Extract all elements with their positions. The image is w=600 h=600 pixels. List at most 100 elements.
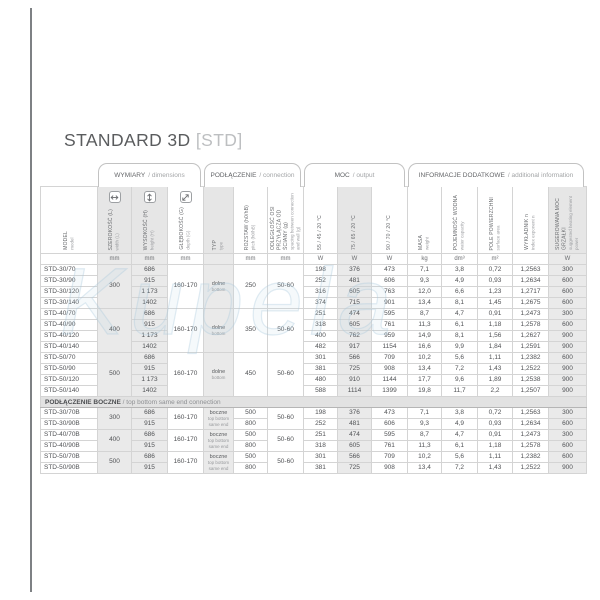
- weight-cell: 10,2: [407, 451, 442, 463]
- weight-cell: 8,7: [407, 429, 442, 441]
- group-tab-sublabel: / connection: [259, 172, 295, 179]
- column-sublabel: surface area: [495, 224, 501, 250]
- column-header-width: SZEROKOŚĆ (L) width (L): [97, 186, 132, 254]
- unit-height: mm: [131, 253, 168, 265]
- column-header-water-capacity: POJEMNOŚĆ WODNA water capacity: [441, 186, 478, 254]
- column-header-text: MODEL model: [63, 231, 75, 250]
- type-sublabel: bottom: [211, 375, 226, 381]
- column-header-text: MASA weight: [418, 235, 430, 250]
- output-75-65-20-cell: 917: [337, 341, 372, 353]
- pitch-cell: 500: [233, 407, 268, 419]
- table-row: STD-40/70B 400 686 160-170 boczne top bottom …: [40, 429, 587, 452]
- output-75-65-20-cell: 762: [337, 330, 372, 342]
- output-55-45-20-cell: 318: [303, 440, 338, 452]
- column-header-text: 75 / 65 / 20 °C: [351, 215, 358, 250]
- weight-cell: 8,7: [407, 308, 442, 320]
- exponent-cell: 1,2522: [512, 363, 549, 375]
- output-90-70-20-cell: 473: [371, 407, 408, 419]
- unit-weight: kg: [407, 253, 442, 265]
- group-tab-label: PODŁĄCZENIE: [210, 172, 257, 179]
- surface-area-cell: 1,43: [477, 363, 513, 375]
- height-cell: 686: [131, 352, 168, 364]
- height-cell: 1 173: [131, 330, 168, 342]
- column-sublabel: suggested heating element power: [568, 195, 579, 250]
- weight-cell: 19,8: [407, 385, 442, 397]
- output-55-45-20-cell: 251: [303, 429, 338, 441]
- column-sublabel: width (L): [114, 232, 120, 250]
- type-cell: dolne bottom: [203, 352, 234, 397]
- table-row: STD-40/120 1 173 400 762 959 14,9 8,1 1,56 1,262…: [40, 330, 587, 342]
- depth-cell: 160-170: [167, 407, 204, 430]
- output-90-70-20-cell: 473: [371, 264, 408, 276]
- type-label: dolne: [211, 368, 226, 375]
- height-cell: 1 173: [131, 374, 168, 386]
- depth-cell: 160-170: [167, 308, 204, 353]
- unit-type: [203, 253, 234, 265]
- type-sublabel: top bottom same end: [207, 438, 230, 449]
- width-cell: 500: [97, 451, 132, 474]
- heater-power-cell: 900: [548, 341, 587, 353]
- height-cell: 915: [131, 363, 168, 375]
- output-75-65-20-cell: 910: [337, 374, 372, 386]
- tab-spacer: [40, 163, 98, 187]
- water-capacity-cell: 3,8: [441, 407, 478, 419]
- column-label: ODLEGŁOŚĆ OSI PRZYŁĄCZA OD ŚCIANY (g): [269, 206, 289, 250]
- surface-area-cell: 1,11: [477, 451, 513, 463]
- output-75-65-20-cell: 566: [337, 352, 372, 364]
- type-cell: boczne top bottom same end: [203, 429, 234, 452]
- table-row: STD-30/90 915 252 481 606 9,3 4,9 0,93 1,2634 600: [40, 275, 587, 287]
- group-tab-2: PODŁĄCZENIE / connection: [204, 163, 301, 187]
- water-capacity-cell: 4,7: [441, 429, 478, 441]
- output-55-45-20-cell: 381: [303, 462, 338, 474]
- depth-cell: 160-170: [167, 451, 204, 474]
- exponent-cell: 1,2507: [512, 385, 549, 397]
- water-capacity-cell: 8,1: [441, 297, 478, 309]
- height-cell: 686: [131, 407, 168, 419]
- spacing-cell: 50-60: [267, 352, 304, 397]
- width-cell: 300: [97, 407, 132, 430]
- exponent-cell: 1,2717: [512, 286, 549, 298]
- column-sublabel: depth (G): [185, 230, 191, 250]
- weight-cell: 7,1: [407, 407, 442, 419]
- width-cell: 400: [97, 429, 132, 452]
- output-75-65-20-cell: 605: [337, 286, 372, 298]
- output-75-65-20-cell: 605: [337, 319, 372, 331]
- unit-model: [40, 253, 98, 265]
- water-capacity-cell: 6,6: [441, 286, 478, 298]
- column-label: 90 / 70 / 20 °C: [386, 214, 393, 250]
- height-cell: 915: [131, 275, 168, 287]
- column-header-depth: GŁĘBOKOŚĆ (G) depth (G): [167, 186, 204, 254]
- column-header-text: WYSOKOŚĆ (H) height (H): [143, 210, 155, 250]
- output-75-65-20-cell: 725: [337, 363, 372, 375]
- output-90-70-20-cell: 959: [371, 330, 408, 342]
- output-55-45-20-cell: 588: [303, 385, 338, 397]
- column-header-text: POLE POWIERZCHNI surface area: [489, 197, 501, 250]
- output-75-65-20-cell: 481: [337, 275, 372, 287]
- heater-power-cell: 600: [548, 297, 587, 309]
- height-arrow-icon: [143, 191, 156, 203]
- output-90-70-20-cell: 606: [371, 418, 408, 430]
- width-cell: 500: [97, 352, 132, 397]
- column-sublabel: index exponent n: [530, 215, 536, 250]
- table-row: STD-50/70 500 686 160-170 dolne bottom 450 50-6…: [40, 352, 587, 397]
- model-cell: STD-40/90: [40, 319, 98, 331]
- output-75-65-20-cell: 376: [337, 407, 372, 419]
- output-90-70-20-cell: 595: [371, 429, 408, 441]
- output-90-70-20-cell: 901: [371, 297, 408, 309]
- type-label: boczne: [209, 454, 228, 461]
- weight-cell: 13,4: [407, 462, 442, 474]
- width-arrow-icon: [108, 191, 121, 203]
- water-capacity-cell: 4,9: [441, 275, 478, 287]
- model-cell: STD-50/90: [40, 363, 98, 375]
- output-90-70-20-cell: 1144: [371, 374, 408, 386]
- output-90-70-20-cell: 908: [371, 363, 408, 375]
- exponent-cell: 1,2473: [512, 308, 549, 320]
- output-75-65-20-cell: 566: [337, 451, 372, 463]
- column-sublabel: spacing between connection and wall (g): [289, 193, 301, 250]
- column-header-pitch: ROZSTAW (h0/hB) pitch (h0/hB): [233, 186, 268, 254]
- water-capacity-cell: 6,1: [441, 440, 478, 452]
- output-55-45-20-cell: 381: [303, 363, 338, 375]
- column-header-text: SZEROKOŚĆ (L) width (L): [108, 209, 120, 251]
- heater-power-cell: 900: [548, 363, 587, 375]
- output-90-70-20-cell: 709: [371, 451, 408, 463]
